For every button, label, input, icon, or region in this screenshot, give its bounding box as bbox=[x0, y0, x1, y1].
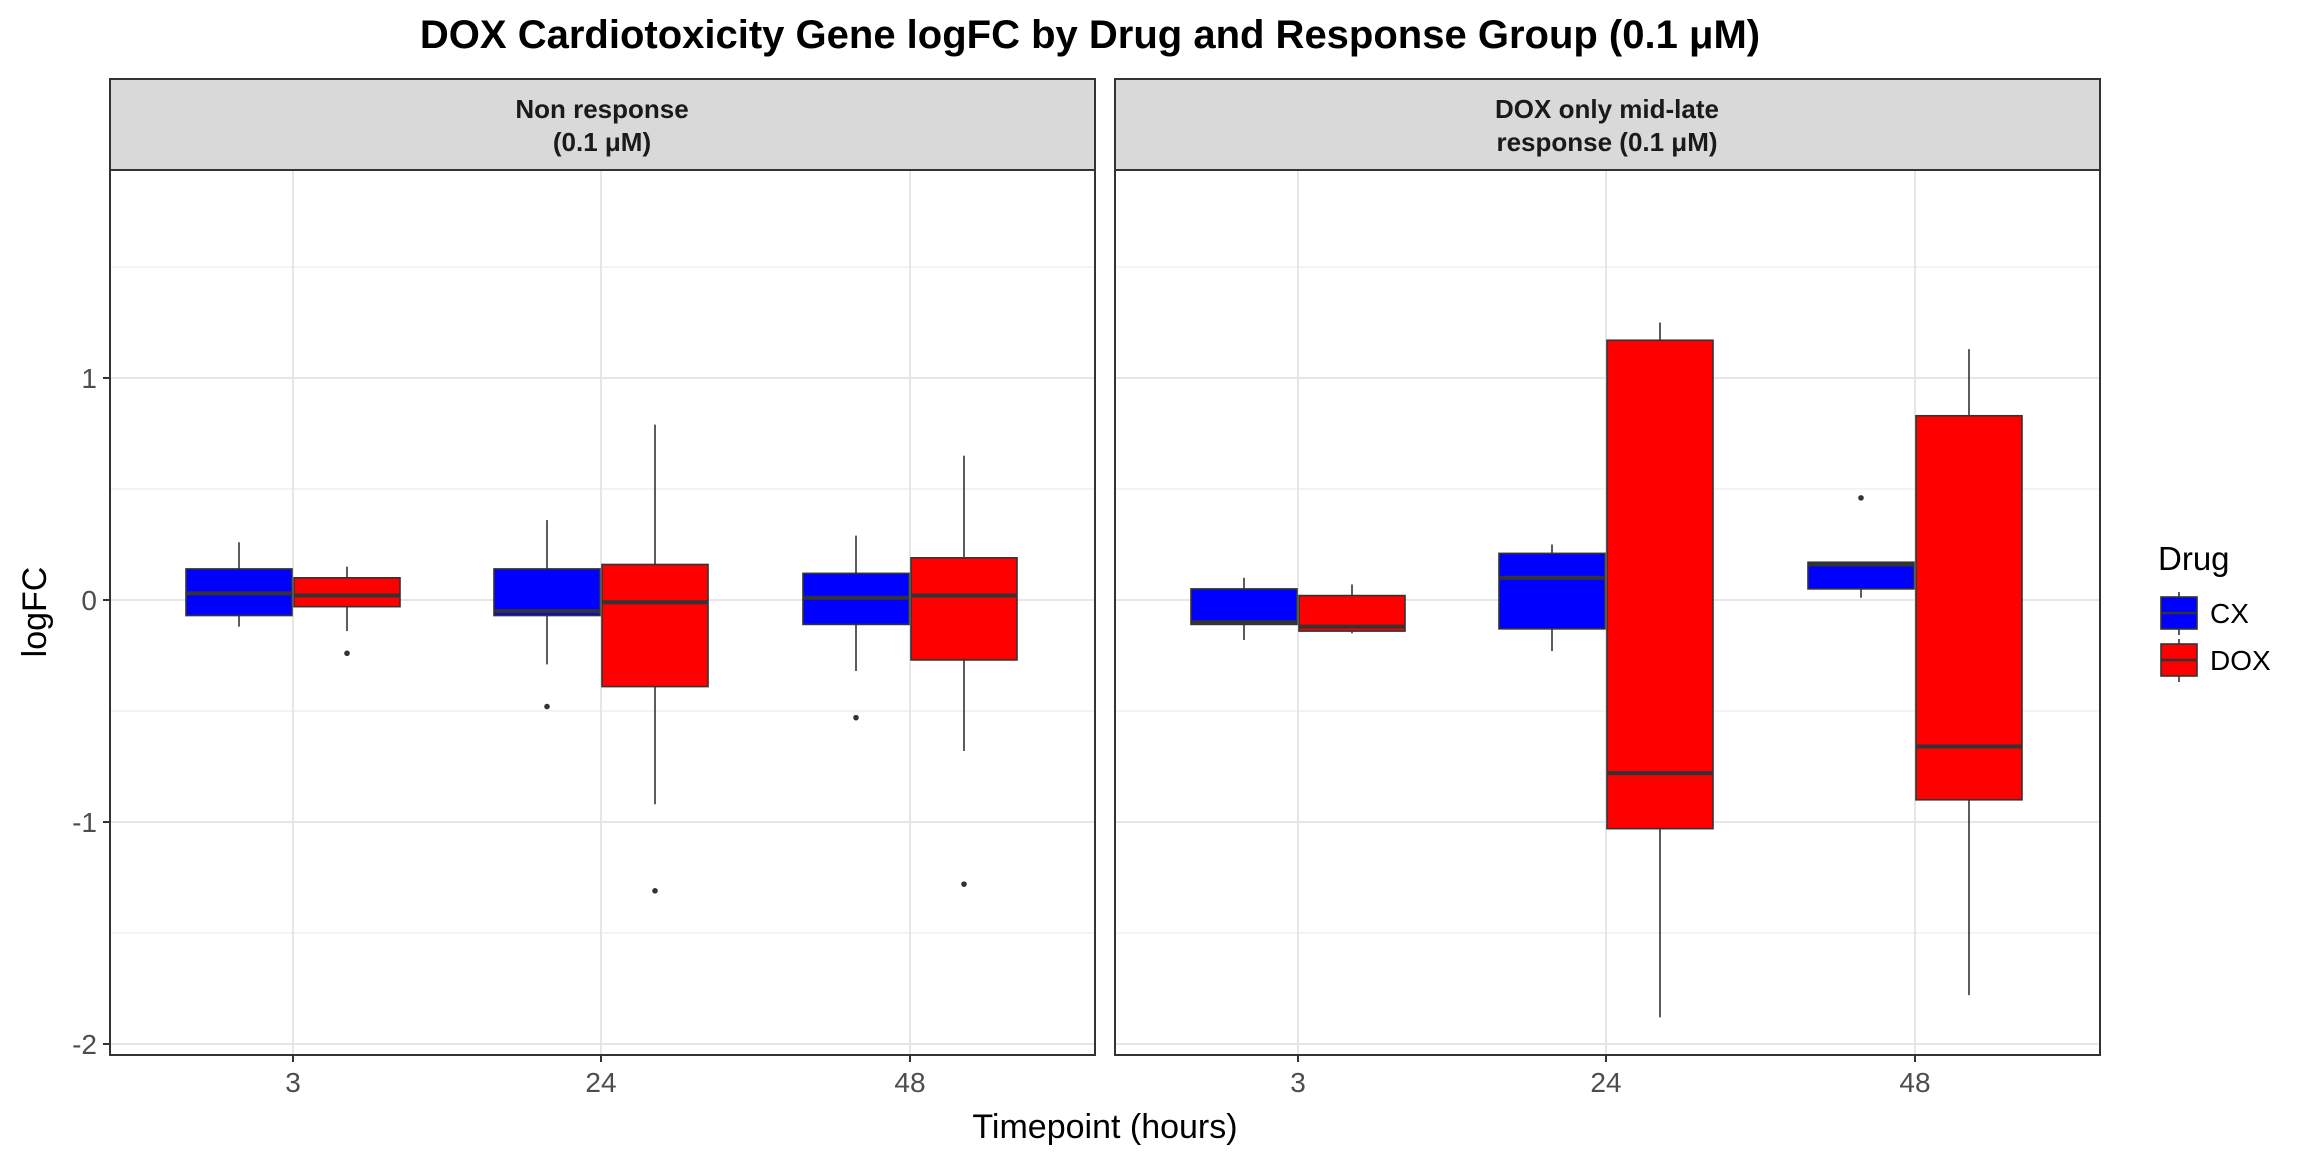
panel-dox-only-mid-late: DOX only mid-late response (0.1 μM) bbox=[1114, 78, 2101, 1056]
y-tick-label: 1 bbox=[81, 363, 97, 394]
legend-title: Drug bbox=[2158, 540, 2230, 577]
x-tick-label: 48 bbox=[1899, 1067, 1930, 1098]
panel-2-marks bbox=[1190, 322, 2023, 1018]
outlier-point bbox=[544, 703, 550, 710]
box-dox-24h bbox=[1606, 322, 1714, 1018]
box-dox-24h bbox=[601, 424, 709, 894]
box-dox-3h bbox=[1298, 584, 1406, 634]
box-iqr bbox=[493, 568, 601, 617]
chart-title: DOX Cardiotoxicity Gene logFC by Drug an… bbox=[420, 13, 1760, 57]
box-iqr bbox=[293, 576, 401, 608]
box-cx-24h bbox=[1498, 544, 1606, 652]
legend-label: DOX bbox=[2210, 645, 2271, 676]
x-axis: 3 24 48 3 24 48 bbox=[285, 1055, 1931, 1098]
legend: Drug CX DOX bbox=[2158, 540, 2271, 682]
box-iqr bbox=[1915, 414, 2023, 801]
panel-2-strip-line2: response (0.1 μM) bbox=[1496, 127, 1717, 157]
x-tick-label: 24 bbox=[585, 1067, 616, 1098]
box-cx-24h bbox=[493, 520, 601, 710]
y-tick-label: 0 bbox=[81, 585, 97, 616]
outlier-point bbox=[1858, 495, 1864, 501]
box-dox-3h bbox=[293, 566, 401, 657]
x-tick-label: 3 bbox=[1290, 1067, 1306, 1098]
panel-1-border bbox=[109, 169, 1096, 1056]
legend-label: CX bbox=[2210, 598, 2249, 629]
legend-item-cx: CX bbox=[2160, 592, 2249, 635]
outlier-point bbox=[853, 714, 859, 721]
box-iqr bbox=[1190, 588, 1298, 626]
legend-item-dox: DOX bbox=[2160, 639, 2271, 682]
box-cx-48h bbox=[802, 535, 910, 721]
panel-non-response: Non response (0.1 μM) bbox=[109, 78, 1096, 1056]
box-iqr bbox=[1498, 552, 1606, 630]
y-axis: 1 0 -1 -2 bbox=[72, 363, 110, 1060]
y-tick-label: -2 bbox=[72, 1029, 97, 1060]
box-cx-48h bbox=[1807, 495, 1915, 598]
box-cx-3h bbox=[1190, 577, 1298, 640]
box-iqr bbox=[1606, 339, 1714, 830]
box-cx-3h bbox=[185, 542, 293, 627]
panel-2-border bbox=[1114, 169, 2101, 1056]
outlier-point bbox=[344, 650, 350, 657]
box-dox-48h bbox=[910, 455, 1018, 887]
x-tick-label: 48 bbox=[894, 1067, 925, 1098]
panel-1-strip bbox=[109, 78, 1096, 171]
box-dox-48h bbox=[1915, 349, 2023, 996]
box-iqr bbox=[910, 557, 1018, 661]
box-iqr bbox=[1807, 561, 1915, 590]
panel-1-strip-line1: Non response bbox=[515, 94, 688, 124]
y-tick-label: -1 bbox=[72, 807, 97, 838]
panel-2-strip bbox=[1114, 78, 2101, 171]
box-iqr bbox=[601, 563, 709, 688]
panel-1-marks bbox=[185, 424, 1018, 894]
x-axis-title: Timepoint (hours) bbox=[972, 1108, 1237, 1146]
panel-1-strip-line2: (0.1 μM) bbox=[553, 127, 651, 157]
x-tick-label: 3 bbox=[285, 1067, 301, 1098]
outlier-point bbox=[961, 881, 967, 887]
x-tick-label: 24 bbox=[1590, 1067, 1621, 1098]
y-axis-title: logFC bbox=[16, 567, 54, 658]
panel-2-strip-line1: DOX only mid-late bbox=[1495, 94, 1719, 124]
outlier-point bbox=[652, 888, 658, 894]
